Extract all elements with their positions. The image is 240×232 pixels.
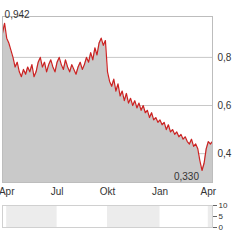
- svg-text:10: 10: [219, 201, 228, 210]
- svg-text:0: 0: [219, 223, 224, 232]
- svg-text:Apr: Apr: [0, 186, 15, 197]
- svg-text:0,8: 0,8: [218, 52, 232, 63]
- svg-text:5: 5: [219, 212, 224, 221]
- svg-text:0,330: 0,330: [174, 171, 199, 182]
- svg-text:Jul: Jul: [51, 186, 64, 197]
- svg-text:0,942: 0,942: [5, 9, 30, 20]
- svg-text:Jan: Jan: [152, 186, 168, 197]
- svg-text:0,6: 0,6: [218, 100, 232, 111]
- svg-text:Apr: Apr: [201, 186, 217, 197]
- svg-text:0,4: 0,4: [218, 148, 232, 159]
- svg-text:Okt: Okt: [100, 186, 116, 197]
